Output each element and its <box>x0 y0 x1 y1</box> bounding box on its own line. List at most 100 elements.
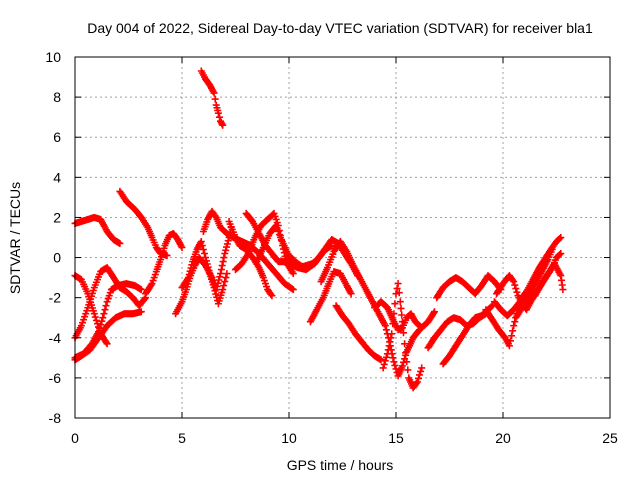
y-tick-label: 0 <box>53 250 61 266</box>
data-point <box>221 250 229 257</box>
data-point <box>418 364 426 372</box>
data-point <box>509 327 517 335</box>
y-tick-label: -2 <box>49 290 62 306</box>
y-tick-label: -6 <box>49 370 62 386</box>
data-point <box>384 346 392 354</box>
data-series <box>197 67 227 129</box>
data-point <box>204 263 212 271</box>
data-point <box>556 251 564 258</box>
data-point <box>413 378 421 386</box>
y-tick-label: 4 <box>53 169 61 185</box>
data-point <box>217 270 224 278</box>
data-point <box>102 338 110 346</box>
data-point <box>197 238 205 245</box>
data-point <box>391 361 399 369</box>
data-point <box>401 340 409 348</box>
y-tick-label: -4 <box>49 330 62 346</box>
data-point <box>91 313 99 321</box>
data-point <box>100 310 108 318</box>
data-point <box>548 246 556 253</box>
y-tick-label: 8 <box>53 89 61 105</box>
data-point <box>267 290 275 298</box>
data-series <box>71 264 150 342</box>
data-point <box>103 340 111 348</box>
data-point <box>380 360 388 368</box>
data-point <box>509 276 517 284</box>
data-point <box>222 274 230 282</box>
data-point <box>98 317 106 325</box>
data-point <box>511 318 519 326</box>
data-point <box>102 302 110 310</box>
x-axis-title: GPS time / hours <box>287 457 394 473</box>
data-point <box>398 318 406 326</box>
data-point <box>137 308 145 316</box>
data-point <box>186 267 194 275</box>
data-point <box>487 303 495 311</box>
data-point <box>402 349 410 357</box>
data-point <box>556 235 564 242</box>
data-point <box>398 362 406 370</box>
data-point <box>92 316 100 324</box>
data-point <box>417 367 425 375</box>
data-point <box>510 278 518 286</box>
x-tick-label: 5 <box>178 430 186 446</box>
data-point <box>392 365 400 373</box>
data-point <box>216 113 223 121</box>
data-point <box>219 286 227 294</box>
data-point <box>199 246 207 253</box>
data-series <box>371 298 438 334</box>
data-point <box>394 280 402 288</box>
data-point <box>215 276 223 284</box>
data-series <box>439 302 496 368</box>
data-point <box>412 379 420 387</box>
x-tick-label: 20 <box>495 430 511 446</box>
data-series <box>317 238 423 380</box>
data-point <box>210 284 218 292</box>
data-series <box>306 268 355 326</box>
data-point <box>224 237 232 245</box>
data-point <box>99 314 107 322</box>
data-point <box>141 295 149 303</box>
data-point <box>400 329 407 337</box>
data-point <box>392 290 400 298</box>
data-points <box>71 67 567 392</box>
x-tick-label: 15 <box>388 430 404 446</box>
x-tick-label: 10 <box>281 430 297 446</box>
data-point <box>382 326 390 334</box>
axis-ticks <box>74 56 611 419</box>
data-point <box>214 109 222 117</box>
y-tick-label: 10 <box>45 49 61 65</box>
y-tick-label: 2 <box>53 209 61 225</box>
y-tick-labels: -8 -6 -4 -2 0 2 4 6 8 10 <box>45 49 61 426</box>
data-point <box>383 350 391 358</box>
data-point <box>390 358 398 366</box>
data-series <box>142 230 186 298</box>
data-point <box>219 121 227 129</box>
data-point <box>404 366 412 374</box>
data-point <box>513 288 521 296</box>
data-point <box>386 338 394 346</box>
data-point <box>389 354 397 362</box>
data-point <box>184 274 192 282</box>
data-point <box>507 337 514 345</box>
data-series <box>512 246 556 322</box>
data-point <box>210 89 218 97</box>
y-tick-label: 6 <box>53 129 61 145</box>
data-point <box>396 298 404 306</box>
chart-title: Day 004 of 2022, Sidereal Day-to-day VTE… <box>87 20 593 36</box>
data-point <box>198 242 206 249</box>
data-point <box>220 254 228 262</box>
data-point <box>393 285 401 293</box>
data-point <box>505 342 513 350</box>
data-point <box>220 282 228 290</box>
data-point <box>403 358 411 366</box>
data-point <box>202 254 209 262</box>
data-point <box>430 309 438 317</box>
data-point <box>559 286 567 294</box>
data-point <box>397 304 405 312</box>
data-point <box>218 262 226 270</box>
data-point <box>90 310 98 318</box>
data-point <box>416 371 423 379</box>
data-point <box>389 320 397 328</box>
